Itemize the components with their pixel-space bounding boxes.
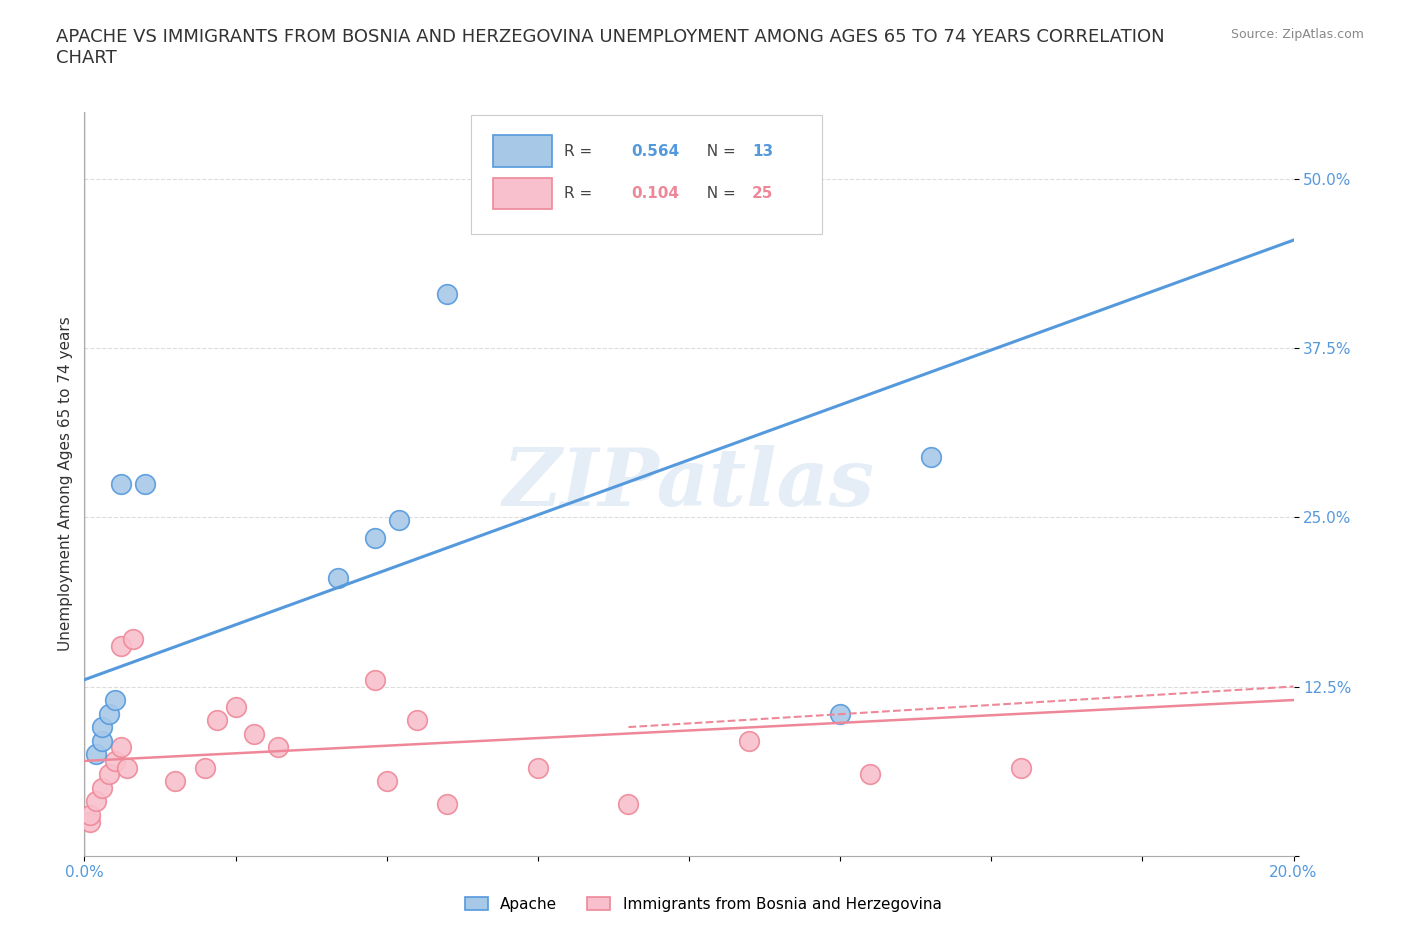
Legend: Apache, Immigrants from Bosnia and Herzegovina: Apache, Immigrants from Bosnia and Herze…: [458, 890, 948, 918]
FancyBboxPatch shape: [494, 136, 553, 166]
Text: R =: R =: [564, 143, 598, 158]
Text: Source: ZipAtlas.com: Source: ZipAtlas.com: [1230, 28, 1364, 41]
Point: [134, 476, 156, 491]
Text: 25: 25: [752, 186, 773, 201]
Point: [110, 639, 132, 654]
Point: [527, 760, 550, 775]
Point: [363, 672, 385, 687]
FancyBboxPatch shape: [471, 115, 823, 234]
Point: [165, 774, 187, 789]
Point: [115, 760, 138, 775]
Text: APACHE VS IMMIGRANTS FROM BOSNIA AND HERZEGOVINA UNEMPLOYMENT AMONG AGES 65 TO 7: APACHE VS IMMIGRANTS FROM BOSNIA AND HER…: [56, 28, 1164, 67]
Point: [110, 476, 132, 491]
Point: [97, 767, 120, 782]
Point: [121, 631, 143, 646]
Point: [225, 699, 247, 714]
Point: [388, 512, 411, 527]
Point: [97, 706, 120, 721]
Y-axis label: Unemployment Among Ages 65 to 74 years: Unemployment Among Ages 65 to 74 years: [58, 316, 73, 651]
Point: [207, 713, 229, 728]
Point: [436, 286, 458, 301]
Text: 13: 13: [752, 143, 773, 158]
Point: [406, 713, 429, 728]
Point: [363, 530, 385, 545]
Text: N =: N =: [697, 143, 741, 158]
Point: [920, 449, 942, 464]
Point: [86, 747, 108, 762]
Point: [79, 815, 101, 830]
Point: [79, 807, 101, 822]
Point: [859, 767, 882, 782]
Point: [91, 780, 114, 795]
Point: [194, 760, 217, 775]
Point: [375, 774, 398, 789]
Point: [104, 753, 127, 768]
Point: [104, 693, 127, 708]
Text: 0.564: 0.564: [631, 143, 679, 158]
Text: R =: R =: [564, 186, 598, 201]
Point: [738, 733, 761, 748]
Point: [267, 740, 290, 755]
FancyBboxPatch shape: [494, 178, 553, 209]
Point: [86, 794, 108, 809]
Point: [328, 571, 350, 586]
Point: [242, 726, 264, 741]
Point: [91, 733, 114, 748]
Point: [1011, 760, 1033, 775]
Point: [830, 706, 852, 721]
Text: 0.104: 0.104: [631, 186, 679, 201]
Point: [436, 797, 458, 812]
Point: [110, 740, 132, 755]
Point: [91, 720, 114, 735]
Text: N =: N =: [697, 186, 741, 201]
Point: [617, 797, 640, 812]
Text: ZIPatlas: ZIPatlas: [503, 445, 875, 523]
